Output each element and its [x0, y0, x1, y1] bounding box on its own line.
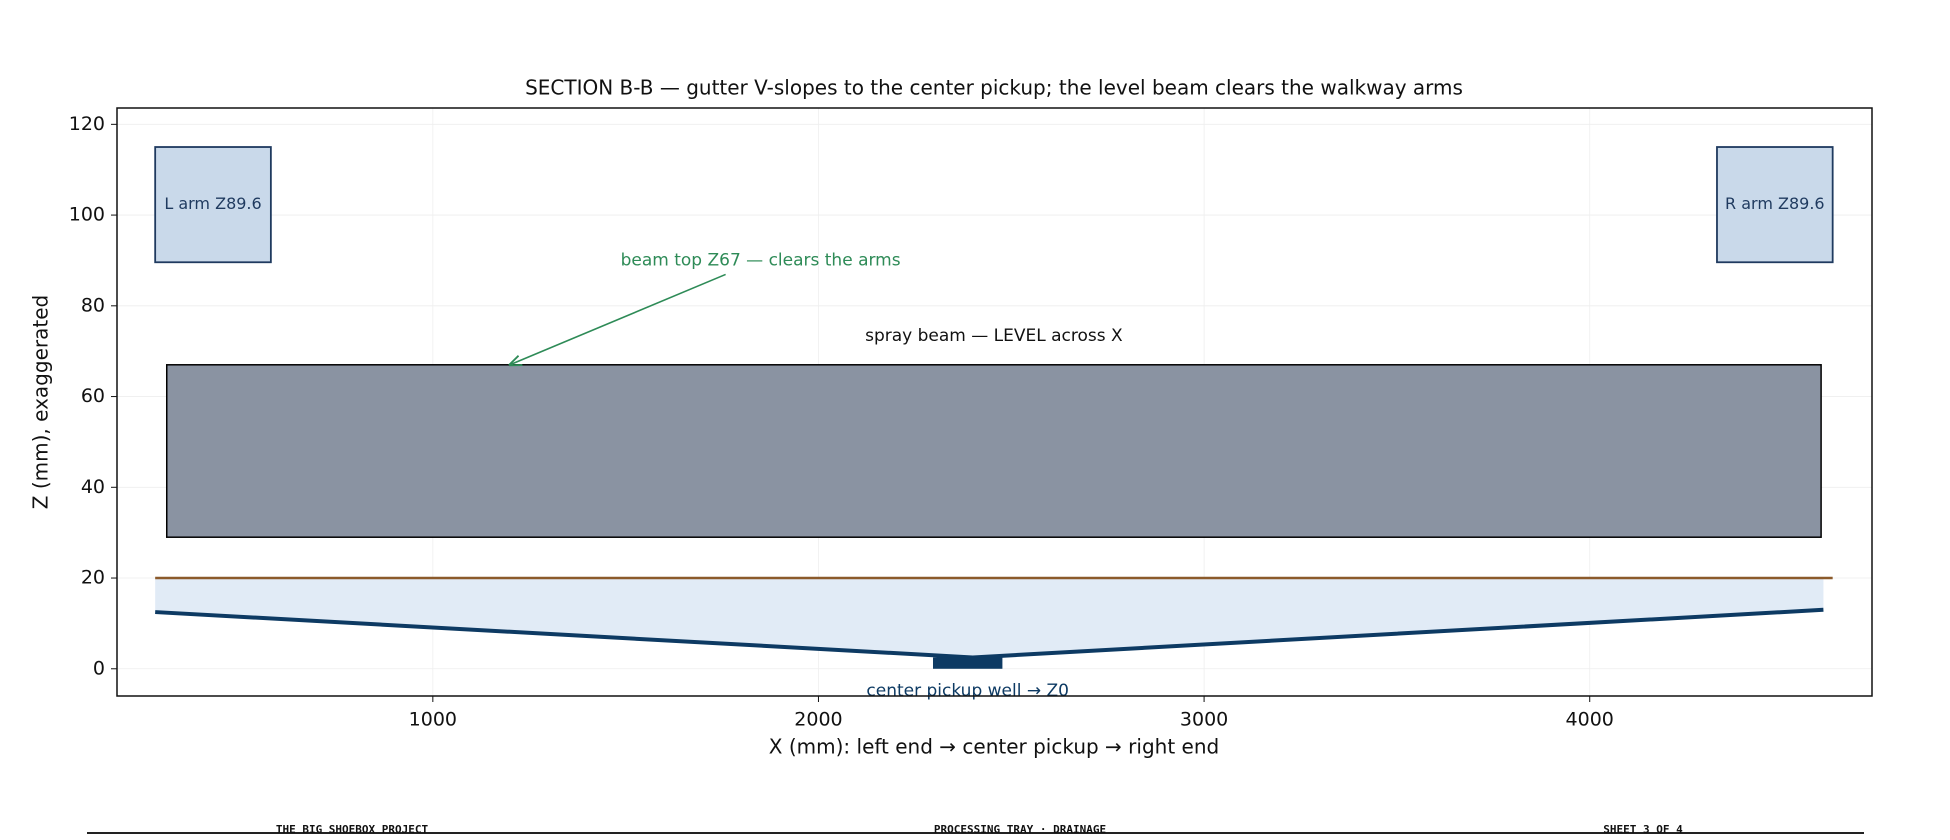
- x-axis-label: X (mm): left end → center pickup → right…: [769, 735, 1219, 759]
- x-tick-label: 4000: [1566, 709, 1614, 731]
- footer-center: PROCESSING TRAY · DRAINAGE: [934, 823, 1106, 836]
- x-tick-label: 2000: [794, 709, 842, 731]
- y-axis-label: Z (mm), exaggerated: [29, 295, 53, 509]
- footer-left: THE BIG SHOEBOX PROJECT: [276, 823, 429, 836]
- y-tick-label: 100: [69, 204, 105, 226]
- chart-title: SECTION B-B — gutter V-slopes to the cen…: [525, 76, 1463, 100]
- beam-label: spray beam — LEVEL across X: [865, 326, 1123, 346]
- y-tick-label: 60: [81, 385, 105, 407]
- arm: [1716, 146, 1834, 264]
- pickup-well: [932, 657, 1003, 669]
- y-tick-label: 120: [69, 113, 105, 135]
- y-tick-label: 40: [81, 476, 105, 498]
- arm: [154, 146, 272, 264]
- plot-frame: [116, 107, 1873, 697]
- water-area: [155, 578, 1824, 658]
- y-tick-label: 0: [93, 657, 105, 679]
- annotation-arrow: [510, 273, 726, 364]
- y-tick-label: 80: [81, 294, 105, 316]
- footer-right: SHEET 3 OF 4: [1603, 823, 1683, 836]
- beam: [165, 364, 1822, 538]
- arm-label: R arm Z89.6: [1725, 194, 1825, 213]
- y-tick-label: 20: [81, 567, 105, 589]
- x-tick-label: 1000: [409, 709, 457, 731]
- x-tick-label: 3000: [1180, 709, 1228, 731]
- pickup-well-label: center pickup well → Z0: [866, 681, 1069, 701]
- arm-label: L arm Z89.6: [164, 194, 261, 213]
- annotation: beam top Z67 — clears the arms: [621, 250, 901, 270]
